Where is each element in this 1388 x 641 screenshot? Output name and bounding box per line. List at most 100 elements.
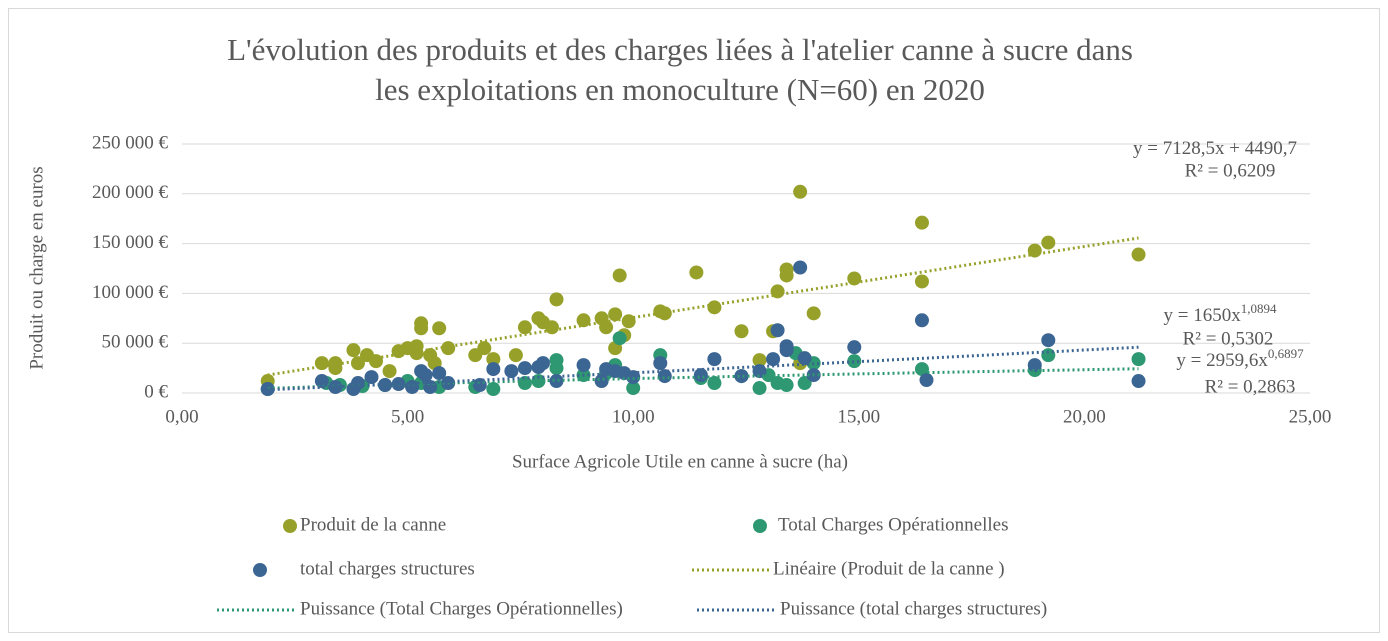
point bbox=[328, 361, 343, 376]
point bbox=[405, 380, 420, 395]
point bbox=[1041, 333, 1056, 348]
trendline-equation: y = 1650x1,0894 bbox=[1164, 301, 1277, 326]
point bbox=[369, 354, 384, 369]
legend-label: Produit de la canne bbox=[300, 514, 446, 535]
point bbox=[707, 376, 722, 391]
point bbox=[914, 274, 929, 289]
y-tick-label: 150 000 € bbox=[92, 232, 169, 253]
trendline bbox=[267, 236, 1139, 377]
point bbox=[486, 382, 501, 397]
trendline bbox=[267, 345, 1139, 392]
y-tick-label: 100 000 € bbox=[92, 282, 169, 303]
point bbox=[770, 284, 785, 299]
equation-exponent: 0,6897 bbox=[1268, 346, 1304, 361]
point bbox=[517, 320, 532, 335]
point bbox=[734, 369, 749, 384]
y-axis-title: Produit ou charge en euros bbox=[26, 166, 47, 369]
equation-text: y = 7128,5x + 4490,7 bbox=[1133, 138, 1297, 159]
legend-label: Linéaire (Produit de la canne ) bbox=[773, 558, 1005, 579]
equation-text: y = 2959,6x bbox=[1176, 350, 1268, 371]
point bbox=[914, 313, 929, 328]
legend-label: total charges structures bbox=[300, 558, 475, 579]
x-axis-title: Surface Agricole Utile en canne à sucre … bbox=[512, 451, 848, 472]
point bbox=[549, 361, 564, 376]
point bbox=[486, 362, 501, 377]
point bbox=[517, 361, 532, 376]
trendline-r2: R² = 0,6209 bbox=[1185, 160, 1276, 181]
point bbox=[770, 323, 785, 338]
point bbox=[517, 376, 532, 391]
point bbox=[1131, 374, 1146, 389]
legend-label: Puissance (Total Charges Opérationnelles… bbox=[300, 598, 623, 619]
trendline-r2: R² = 0,2863 bbox=[1205, 376, 1296, 397]
equation-text: y = 1650x bbox=[1164, 305, 1242, 326]
point bbox=[350, 376, 365, 391]
point bbox=[576, 313, 591, 328]
x-tick-label: 5,00 bbox=[391, 406, 424, 427]
point bbox=[626, 381, 641, 396]
point bbox=[621, 314, 636, 329]
point bbox=[409, 346, 424, 361]
point bbox=[779, 343, 794, 358]
point bbox=[707, 300, 722, 315]
point bbox=[653, 356, 668, 371]
point bbox=[1131, 352, 1146, 367]
point bbox=[766, 352, 781, 367]
point bbox=[693, 368, 708, 383]
legend-label: Puissance (total charges structures) bbox=[780, 598, 1047, 619]
point bbox=[779, 262, 794, 277]
point bbox=[919, 373, 934, 388]
point bbox=[314, 356, 329, 371]
point bbox=[752, 381, 767, 396]
point bbox=[486, 352, 501, 367]
equation-exponent: 1,0894 bbox=[1241, 301, 1277, 316]
point bbox=[423, 380, 438, 395]
point bbox=[346, 343, 361, 358]
x-tick-label: 20,00 bbox=[1063, 406, 1106, 427]
point bbox=[432, 321, 447, 336]
point bbox=[797, 376, 812, 391]
point bbox=[612, 331, 627, 346]
point bbox=[544, 320, 559, 335]
x-tick-label: 10,00 bbox=[612, 406, 655, 427]
point bbox=[847, 354, 862, 369]
chart-title: les exploitations en monoculture (N=60) … bbox=[375, 72, 985, 107]
point bbox=[752, 353, 767, 368]
point bbox=[657, 369, 672, 384]
point bbox=[472, 378, 487, 393]
point bbox=[535, 356, 550, 371]
point bbox=[508, 348, 523, 363]
y-tick-label: 0 € bbox=[144, 381, 168, 402]
point bbox=[549, 374, 564, 389]
y-tick-label: 50 000 € bbox=[102, 332, 169, 353]
point bbox=[734, 324, 749, 339]
x-tick-label: 15,00 bbox=[837, 406, 880, 427]
point bbox=[594, 374, 609, 389]
point bbox=[314, 374, 329, 389]
point bbox=[847, 340, 862, 355]
point bbox=[441, 341, 456, 356]
point bbox=[793, 260, 808, 275]
point bbox=[576, 358, 591, 373]
point bbox=[378, 378, 393, 393]
legend-marker bbox=[253, 563, 267, 577]
point bbox=[504, 364, 519, 379]
y-tick-label: 200 000 € bbox=[92, 182, 169, 203]
point bbox=[914, 215, 929, 230]
point bbox=[328, 380, 343, 395]
trendline-equation: y = 7128,5x + 4490,7 bbox=[1133, 138, 1297, 159]
point bbox=[599, 320, 614, 335]
chart-border bbox=[8, 8, 1380, 633]
point bbox=[432, 366, 447, 381]
trendline-equation: y = 2959,6x0,6897 bbox=[1176, 346, 1304, 371]
x-tick-label: 0,00 bbox=[165, 406, 198, 427]
point bbox=[608, 307, 623, 322]
point bbox=[382, 364, 397, 379]
point bbox=[1131, 247, 1146, 262]
trendline-r2: R² = 0,5302 bbox=[1183, 328, 1274, 349]
point bbox=[364, 370, 379, 385]
point bbox=[806, 306, 821, 321]
point bbox=[779, 378, 794, 393]
point bbox=[1027, 358, 1042, 373]
